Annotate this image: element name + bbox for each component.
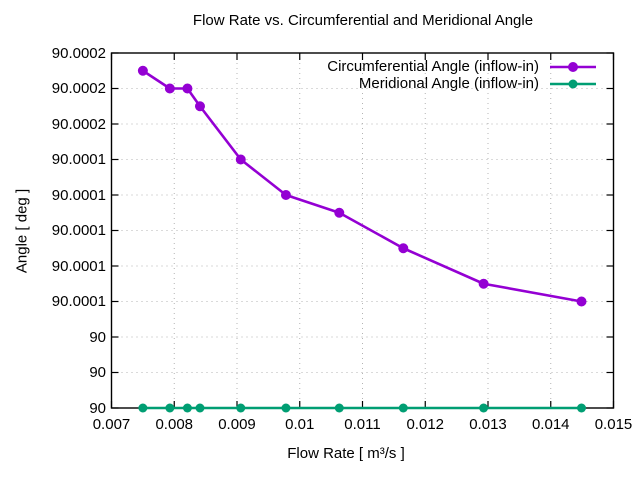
data-point bbox=[398, 243, 409, 254]
series-line-0 bbox=[141, 69, 583, 303]
chart-title: Flow Rate vs. Circumferential and Meridi… bbox=[192, 12, 534, 29]
data-point bbox=[182, 403, 192, 413]
data-point bbox=[478, 278, 489, 289]
legend-line-sample-meridional bbox=[550, 79, 596, 88]
x-tick-label: 0.014 bbox=[531, 416, 570, 433]
legend-item-meridional: Meridional Angle (inflow-in) bbox=[327, 75, 597, 92]
x-tick-label: 0.009 bbox=[218, 416, 256, 433]
y-tick-label: 90 bbox=[89, 364, 106, 381]
legend-item-circumferential: Circumferential Angle (inflow-in) bbox=[327, 58, 597, 75]
y-tick-label: 90 bbox=[89, 328, 106, 346]
data-point bbox=[137, 65, 148, 76]
y-tick-label: 90.0001 bbox=[51, 186, 106, 204]
data-point bbox=[165, 403, 175, 413]
y-tick-label: 90.0002 bbox=[51, 80, 106, 97]
legend-sample-marker bbox=[568, 61, 578, 72]
y-tick-label: 90.0001 bbox=[51, 151, 106, 168]
data-point bbox=[398, 403, 408, 413]
data-point bbox=[334, 403, 344, 413]
y-tick-label: 90.0002 bbox=[51, 115, 106, 133]
data-point bbox=[280, 190, 291, 200]
x-tick-label: 0.011 bbox=[344, 416, 381, 433]
legend-line-sample-circumferential bbox=[550, 61, 596, 72]
legend-label-meridional: Meridional Angle (inflow-in) bbox=[358, 75, 539, 92]
data-point bbox=[281, 403, 291, 413]
x-tick-label: 0.015 bbox=[594, 416, 633, 433]
data-point bbox=[235, 154, 246, 165]
data-point bbox=[194, 101, 205, 112]
y-tick-label: 90.0001 bbox=[51, 222, 106, 239]
data-point bbox=[479, 403, 489, 413]
data-point bbox=[236, 403, 246, 413]
x-tick-label: 0.012 bbox=[406, 416, 445, 433]
data-point bbox=[182, 83, 193, 94]
y-tick-label: 90.0001 bbox=[51, 257, 106, 275]
x-tick-label: 0.01 bbox=[285, 416, 315, 433]
data-point bbox=[576, 296, 587, 307]
x-axis-label: Flow Rate [ m³/s ] bbox=[287, 445, 405, 462]
legend-sample-marker bbox=[568, 79, 578, 88]
data-point bbox=[195, 403, 205, 413]
x-tick-label: 0.008 bbox=[155, 416, 194, 433]
x-tick-label: 0.007 bbox=[92, 416, 131, 433]
y-tick-label: 90.0002 bbox=[51, 44, 106, 62]
data-point bbox=[576, 403, 586, 413]
y-tick-label: 90 bbox=[89, 399, 106, 417]
legend: Circumferential Angle (inflow-in) Meridi… bbox=[327, 58, 597, 92]
legend-label-circumferential: Circumferential Angle (inflow-in) bbox=[327, 58, 539, 75]
x-tick-label: 0.013 bbox=[469, 416, 507, 433]
data-point bbox=[164, 83, 175, 94]
y-tick-label: 90.0001 bbox=[51, 293, 106, 310]
data-point bbox=[334, 207, 345, 218]
data-point bbox=[138, 403, 148, 413]
